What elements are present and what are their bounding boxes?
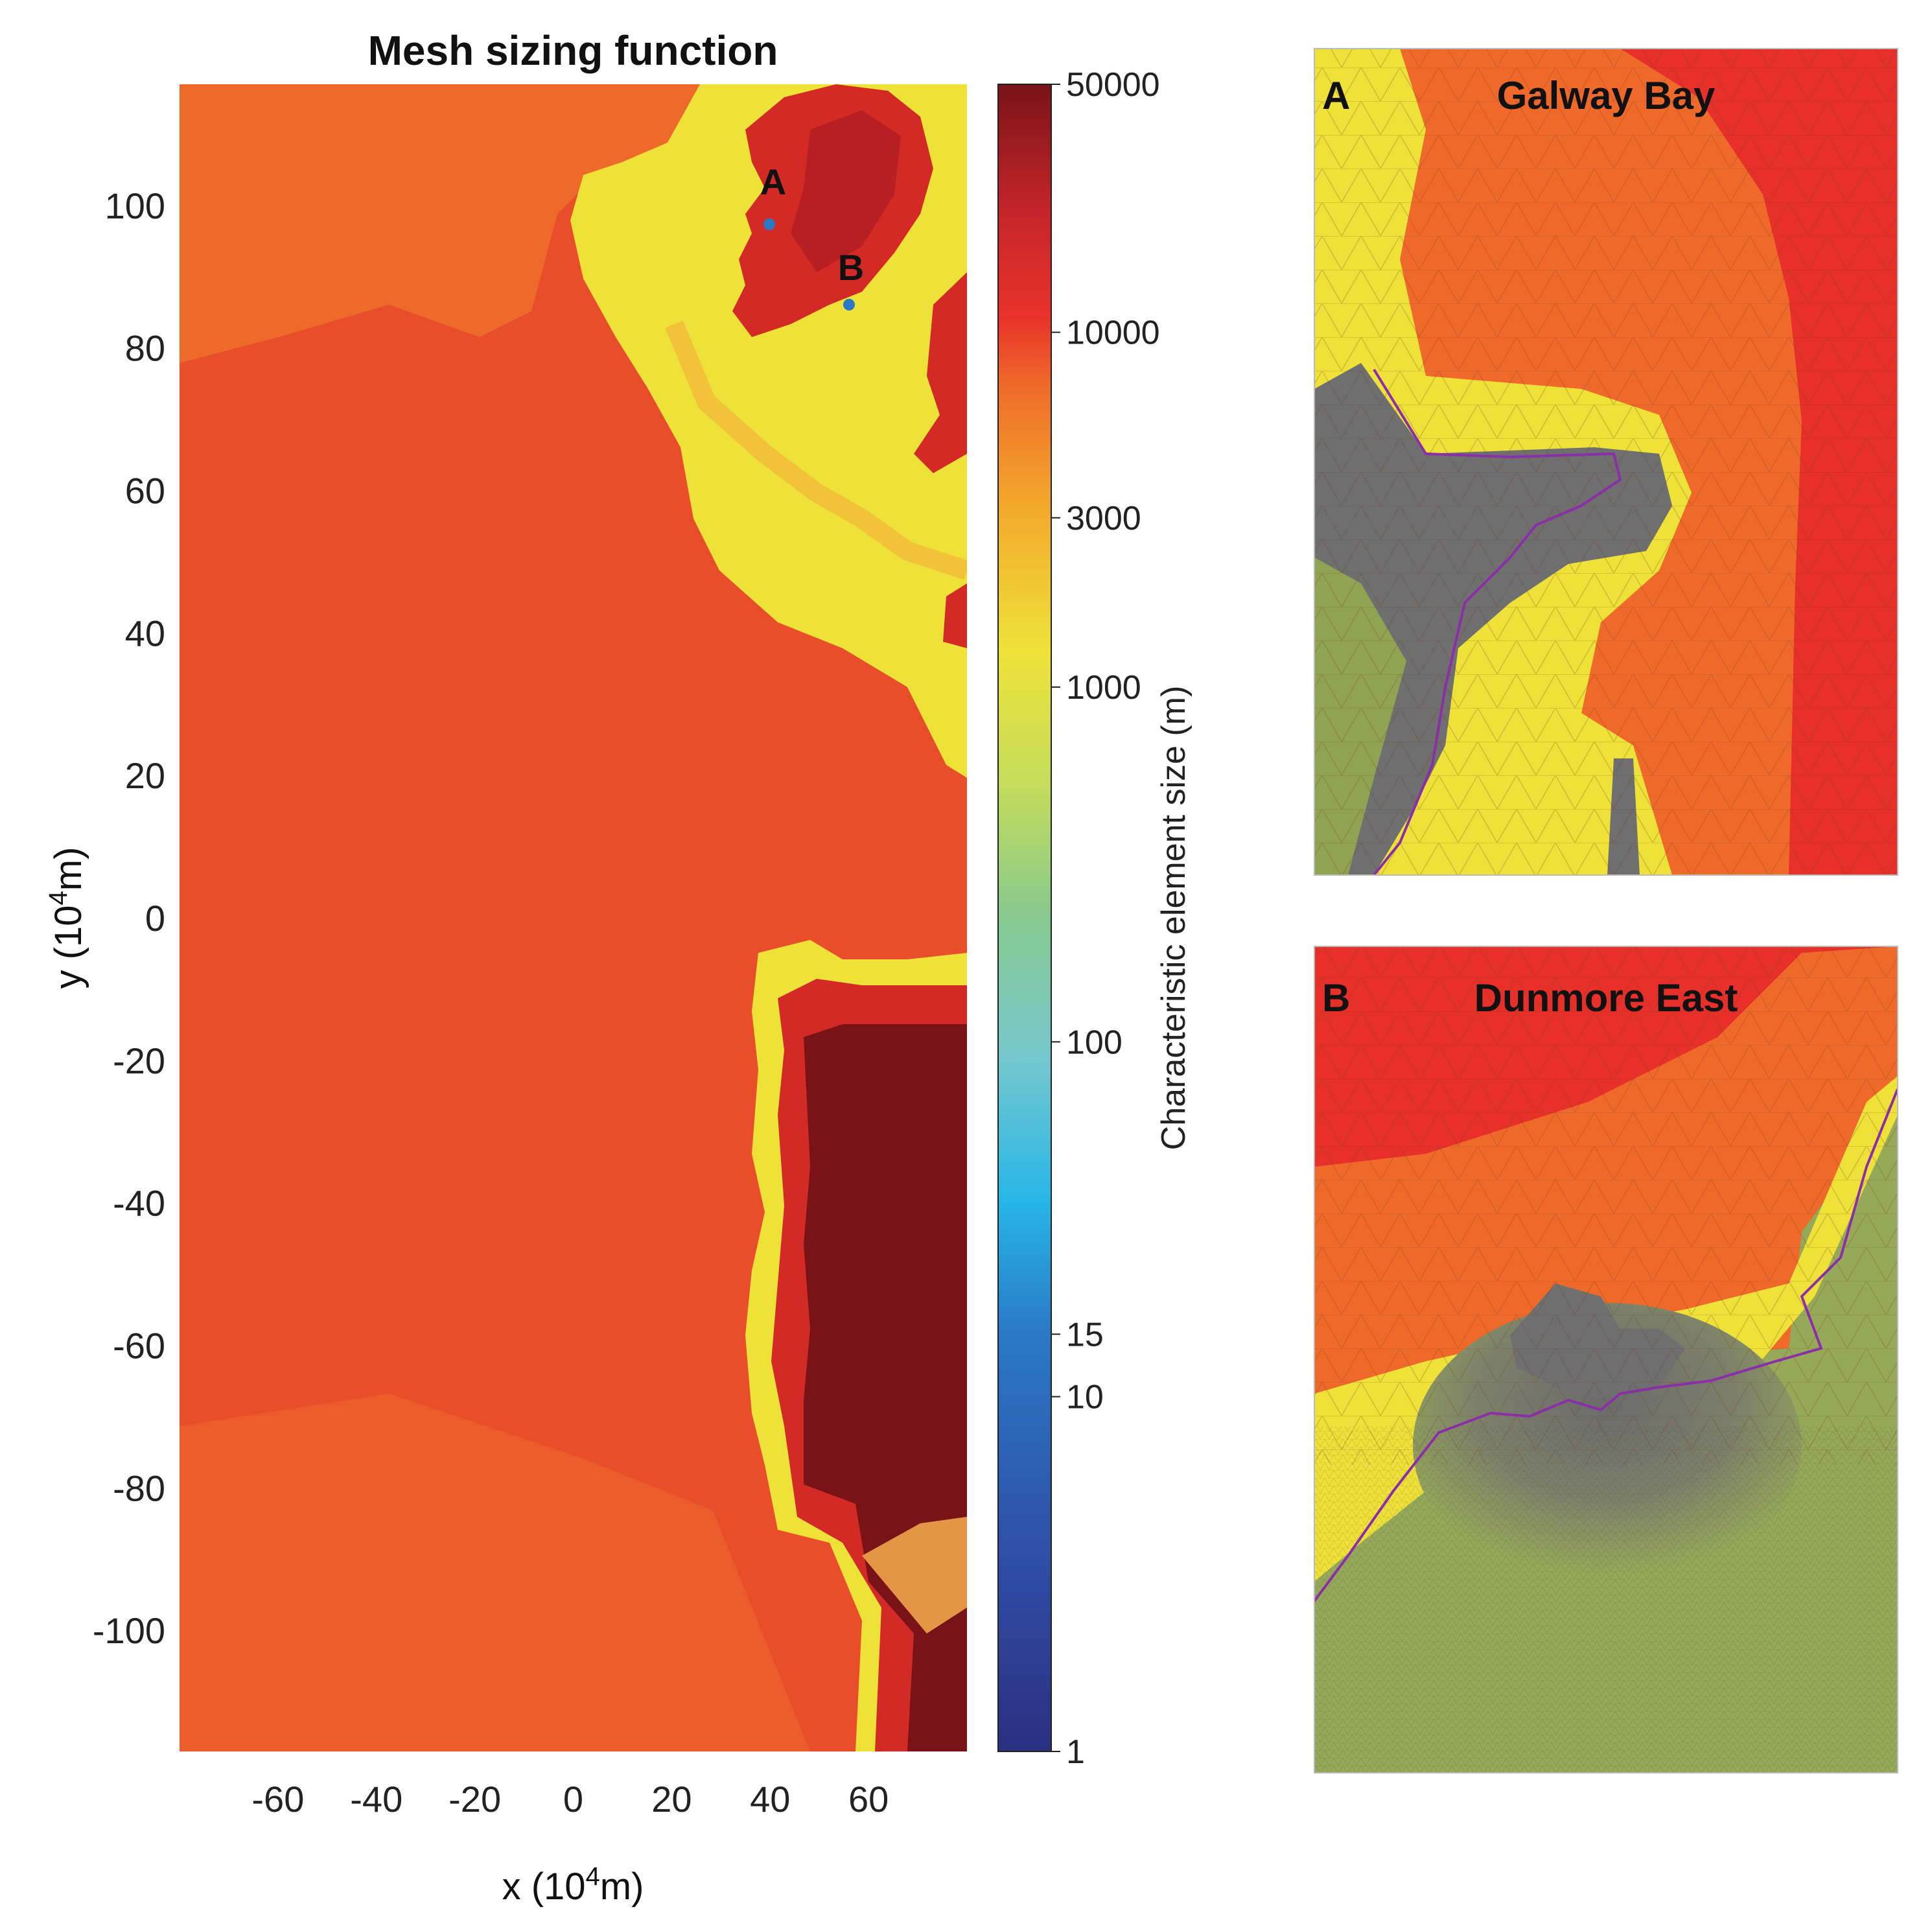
colorbar-label: Characteristic element size (m) [1155,686,1193,1151]
y-tick-label: 80 [125,328,165,369]
y-tick-label: 0 [145,898,165,939]
y-axis-label: y (104m) [44,847,89,989]
marker-b-label: B [838,247,864,288]
colorbar-tick-label: 10 [1066,1379,1104,1416]
marker-a: A [760,161,786,230]
colorbar-gradient [997,84,1052,1752]
y-tick-label: -60 [113,1325,165,1366]
marker-a-dot [763,218,775,230]
light-ocean-regions [180,84,713,363]
coastal-band-north-edge [665,320,967,580]
inset-dunmore-east: B Dunmore East [1314,946,1898,1774]
inset-a-letter: A [1322,74,1350,117]
y-tick-label: -40 [113,1183,165,1224]
inset-b-letter: B [1322,976,1350,1020]
main-title: Mesh sizing function [368,27,778,74]
y-tick-label: 100 [105,185,165,226]
y-tick-label: -80 [113,1468,165,1508]
light-ocean-south [180,1394,810,1751]
colorbar-tick-label: 100 [1066,1024,1123,1061]
x-ticks: -60 -40 -20 0 20 40 60 [251,1779,889,1820]
inset-b-mesh-overlay [1314,946,1898,1465]
y-tick-label: -20 [113,1040,165,1081]
y-tick-label: -100 [93,1610,165,1651]
x-tick-label: -20 [448,1779,501,1820]
inset-b-map [1314,946,1898,1773]
x-tick-label: -60 [251,1779,304,1820]
inset-a-title: Galway Bay [1497,74,1716,117]
inset-a-frame [1314,48,1898,876]
colorbar-tick-label: 1000 [1066,669,1141,707]
britain-land-south [943,583,967,648]
main-panel: Mesh sizing function A [44,27,967,1908]
colorbar-tick-label: 10000 [1066,314,1160,352]
marker-b-dot [843,299,855,310]
inset-a-coastline [1373,368,1622,875]
x-tick-label: -40 [350,1779,402,1820]
main-map [180,84,967,1751]
marker-a-label: A [760,161,786,202]
colorbar-tick-label: 3000 [1066,500,1141,537]
colorbar-tick-label: 50000 [1066,66,1160,104]
inset-b-fine-mesh [1314,1426,1898,1773]
inset-b-coastline [1314,1088,1898,1602]
x-axis-label: x (104m) [502,1862,644,1908]
ireland-interior [791,110,901,272]
marker-b: B [838,247,864,310]
x-tick-label: 0 [563,1779,583,1820]
y-tick-label: 60 [125,471,165,511]
iberia-southwest-coast [862,1517,967,1633]
x-tick-label: 20 [651,1779,692,1820]
colorbar-ticks: 50000 10000 3000 1000 100 15 10 1 [1051,66,1160,1771]
inset-a-mesh-overlay [1314,49,1898,875]
y-tick-label: 40 [125,613,165,653]
y-tick-label: 20 [125,755,165,796]
colorbar-tick-label: 15 [1066,1316,1104,1353]
colorbar: 50000 10000 3000 1000 100 15 10 1 Characteristi… [997,66,1193,1771]
inset-galway-bay: A Galway Bay [1314,48,1898,876]
inset-a-map [1314,49,1898,875]
inset-b-title: Dunmore East [1474,976,1738,1020]
britain-land [914,272,967,473]
colorbar-tick-label: 1 [1066,1733,1085,1771]
inset-b-frame [1314,946,1898,1774]
y-ticks: 100 80 60 40 20 0 -20 -40 -60 -80 -100 [93,185,165,1651]
x-tick-label: 60 [848,1779,889,1820]
x-tick-label: 40 [750,1779,790,1820]
